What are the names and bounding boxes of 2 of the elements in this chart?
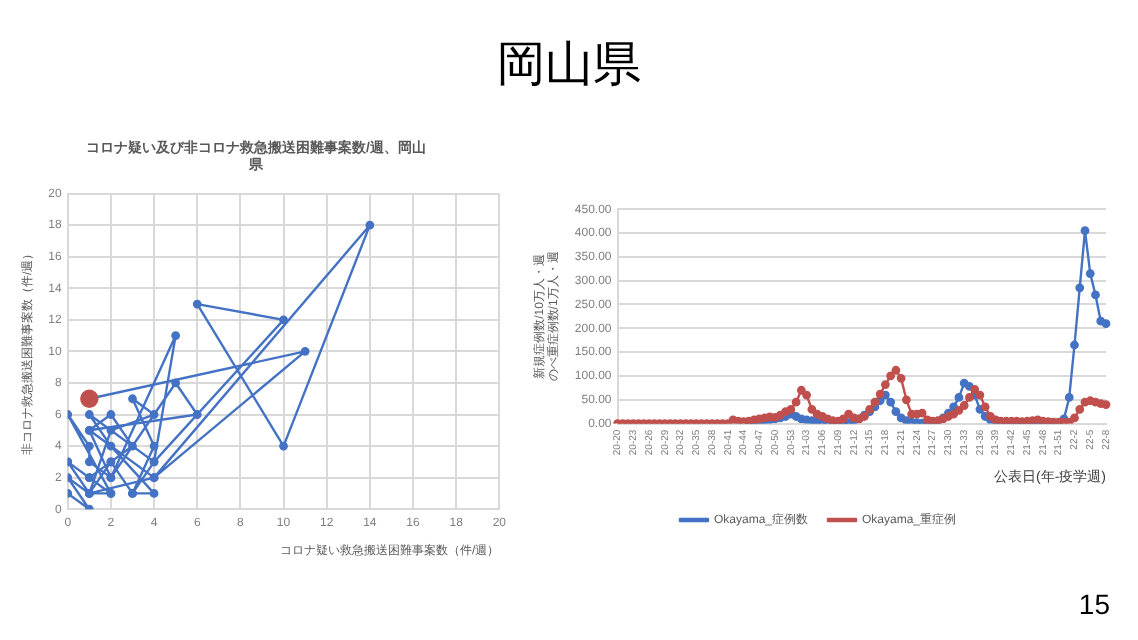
text: 15 [1078, 588, 1110, 620]
text: 岡山県 [495, 36, 643, 96]
